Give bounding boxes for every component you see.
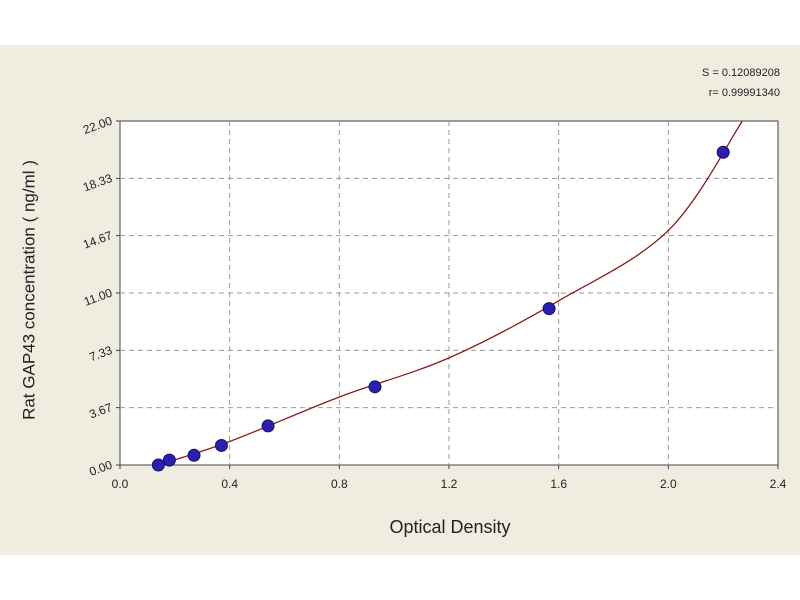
data-point: [261, 419, 275, 433]
data-point: [187, 448, 201, 462]
x-tick-label: 0.8: [331, 477, 348, 491]
x-tick-label: 1.2: [441, 477, 458, 491]
data-point: [162, 453, 176, 467]
data-point: [368, 380, 382, 394]
annotation: S = 0.12089208: [702, 67, 780, 79]
fit-curve: [158, 120, 743, 466]
annotation: r= 0.99991340: [709, 87, 780, 99]
data-point: [716, 145, 730, 159]
x-tick-label: 2.0: [660, 477, 677, 491]
x-tick-label: 0.4: [221, 477, 238, 491]
data-point: [151, 458, 165, 472]
x-axis-label: Optical Density: [389, 517, 510, 537]
x-tick-label: 1.6: [550, 477, 567, 491]
data-point: [214, 438, 228, 452]
data-point: [542, 302, 556, 316]
x-tick-label: 0.0: [112, 477, 129, 491]
y-axis-label: Rat GAP43 concentration ( ng/ml ): [19, 160, 38, 420]
x-tick-label: 2.4: [770, 477, 787, 491]
